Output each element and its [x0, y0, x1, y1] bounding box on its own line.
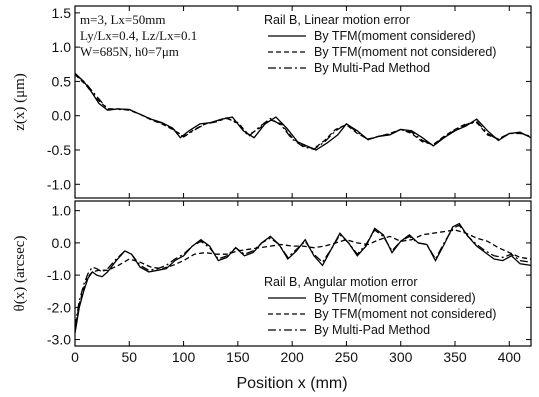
- y-tick-label: -3.0: [47, 332, 71, 348]
- series-line: [74, 73, 532, 151]
- legend-title: Rail B, Linear motion error: [264, 13, 410, 27]
- x-tick-label: 400: [498, 349, 522, 365]
- param-annotation: Ly/Lx=0.4, Lz/Lx=0.1: [80, 28, 197, 43]
- y-axis-label: z(x) (μm): [12, 73, 28, 131]
- y-tick-label: 1.0: [52, 203, 72, 219]
- y-axis-label: θ(x) (arcsec): [12, 236, 28, 312]
- param-annotation: W=685N, h0=7μm: [80, 44, 179, 59]
- x-axis-label: Position x (mm): [236, 375, 347, 392]
- legend-entry: By TFM(moment considered): [314, 29, 476, 43]
- series-line: [74, 229, 532, 331]
- legend-title: Rail B, Angular motion error: [264, 275, 418, 289]
- x-tick-label: 350: [443, 349, 467, 365]
- x-tick-label: 150: [226, 349, 250, 365]
- series-line: [74, 72, 532, 151]
- param-annotation: m=3, Lx=50mm: [80, 12, 165, 27]
- y-tick-label: -0.5: [47, 142, 71, 158]
- legend-entry: By TFM(moment not considered): [314, 307, 496, 321]
- x-tick-label: 100: [172, 349, 196, 365]
- y-tick-label: 1.5: [52, 5, 72, 21]
- x-tick-label: 0: [71, 349, 79, 365]
- x-tick-label: 200: [280, 349, 304, 365]
- y-tick-label: 1.0: [52, 39, 72, 55]
- y-tick-label: -2.0: [47, 299, 71, 315]
- linear-error-panel: 1.5 1.0 0.5 0.0 -0.5 -1.0 z(x) (μm) Rail B, Lin…: [12, 5, 532, 199]
- plot-frame: [74, 5, 532, 199]
- legend-entry: By Multi-Pad Method: [314, 323, 430, 337]
- angular-error-panel: 1.0 0.0 -1.0 -2.0 -3.00 50 100 150 200 250 300 350 4…: [12, 200, 532, 365]
- legend-entry: By TFM(moment considered): [314, 291, 476, 305]
- y-tick-label: 0.5: [52, 73, 72, 89]
- y-tick-label: 0.0: [52, 108, 72, 124]
- series-line: [74, 224, 532, 327]
- legend-entry: By Multi-Pad Method: [314, 61, 430, 75]
- x-tick-label: 250: [335, 349, 359, 365]
- y-tick-label: 0.0: [52, 235, 72, 251]
- series-line: [74, 74, 532, 150]
- x-tick-label: 300: [389, 349, 413, 365]
- y-tick-label: -1.0: [47, 176, 71, 192]
- x-tick-label: 50: [121, 349, 137, 365]
- y-tick-label: -1.0: [47, 267, 71, 283]
- legend-entry: By TFM(moment not considered): [314, 45, 496, 59]
- plot-frame: [74, 200, 532, 347]
